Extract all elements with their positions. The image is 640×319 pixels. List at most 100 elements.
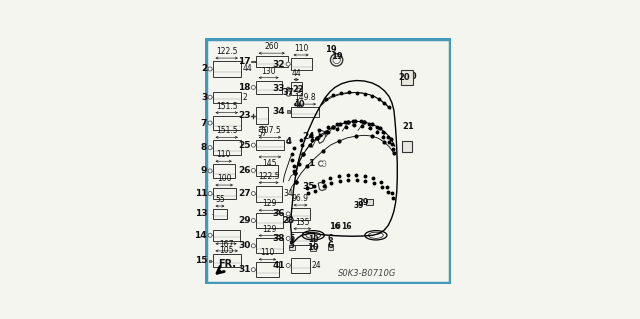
Bar: [401, 70, 413, 85]
Text: 19: 19: [324, 45, 336, 54]
Text: 21: 21: [402, 122, 413, 131]
Bar: [291, 107, 319, 117]
Circle shape: [287, 139, 291, 144]
Circle shape: [252, 245, 254, 247]
Text: 16: 16: [342, 222, 352, 231]
Text: 32: 32: [273, 60, 285, 69]
Circle shape: [324, 164, 325, 165]
Circle shape: [209, 121, 212, 125]
Text: 21: 21: [401, 142, 413, 151]
Circle shape: [298, 89, 300, 91]
Circle shape: [252, 86, 255, 89]
Text: 30: 30: [238, 241, 250, 250]
Text: 151.5: 151.5: [216, 102, 237, 111]
Text: 96.9: 96.9: [292, 194, 309, 203]
Text: 20: 20: [398, 73, 410, 82]
Bar: [256, 213, 283, 228]
Bar: [289, 245, 294, 250]
Bar: [291, 232, 314, 245]
Text: 122.5: 122.5: [258, 172, 280, 181]
Circle shape: [252, 193, 254, 194]
Text: 122.5: 122.5: [216, 47, 237, 56]
Text: 100: 100: [217, 174, 232, 183]
Circle shape: [286, 91, 291, 96]
Circle shape: [209, 68, 211, 70]
Text: 8: 8: [201, 143, 207, 152]
Text: 4: 4: [285, 137, 291, 146]
Bar: [209, 260, 211, 262]
Text: 35: 35: [302, 182, 314, 191]
Circle shape: [209, 234, 211, 236]
Bar: [291, 83, 301, 95]
Text: FR.: FR.: [218, 259, 236, 269]
Circle shape: [288, 140, 290, 142]
Text: 1: 1: [308, 159, 314, 168]
Text: 6: 6: [328, 234, 333, 243]
Text: 167: 167: [220, 240, 234, 249]
Circle shape: [252, 169, 255, 172]
Text: 10: 10: [307, 242, 319, 252]
Circle shape: [323, 161, 326, 164]
Bar: [212, 254, 241, 267]
Circle shape: [324, 162, 325, 163]
Text: 7: 7: [201, 119, 207, 128]
Circle shape: [252, 86, 254, 88]
Circle shape: [209, 146, 212, 149]
Text: 13: 13: [195, 209, 207, 219]
Circle shape: [209, 192, 212, 195]
Bar: [287, 110, 290, 114]
Bar: [212, 188, 236, 199]
Text: 9: 9: [201, 167, 207, 175]
Text: 3: 3: [201, 93, 207, 102]
Bar: [212, 140, 241, 155]
Circle shape: [287, 265, 289, 266]
Bar: [291, 208, 310, 220]
Text: 36: 36: [273, 209, 285, 219]
Text: 28: 28: [282, 216, 294, 225]
Text: 44: 44: [243, 64, 252, 73]
Text: 26: 26: [238, 166, 250, 175]
Circle shape: [209, 96, 211, 98]
Polygon shape: [287, 87, 290, 90]
Circle shape: [287, 63, 289, 65]
Bar: [256, 140, 284, 150]
Circle shape: [297, 88, 301, 92]
Text: 15: 15: [195, 256, 207, 265]
Bar: [212, 61, 241, 77]
Circle shape: [252, 269, 254, 271]
Circle shape: [287, 92, 290, 95]
Circle shape: [252, 244, 255, 248]
Text: 110: 110: [294, 44, 308, 53]
Text: 34: 34: [273, 108, 285, 116]
Circle shape: [287, 212, 290, 216]
Text: 19: 19: [331, 52, 342, 61]
Bar: [291, 58, 312, 70]
Circle shape: [209, 67, 212, 71]
Text: 105: 105: [219, 246, 234, 255]
Circle shape: [320, 162, 323, 165]
Text: 2: 2: [201, 64, 207, 73]
Circle shape: [252, 170, 254, 171]
Circle shape: [209, 147, 211, 148]
Text: 11: 11: [195, 189, 207, 198]
Circle shape: [209, 169, 212, 173]
Text: 57: 57: [257, 129, 267, 138]
Bar: [366, 199, 374, 205]
Bar: [256, 239, 283, 253]
Text: 6: 6: [328, 241, 333, 250]
Circle shape: [209, 234, 212, 237]
Text: 44: 44: [291, 69, 301, 78]
Circle shape: [209, 95, 212, 99]
Text: 20: 20: [405, 72, 417, 81]
Text: 5: 5: [289, 241, 294, 250]
Text: 10: 10: [308, 235, 319, 244]
Text: 29: 29: [237, 216, 250, 225]
Circle shape: [287, 238, 289, 239]
Circle shape: [209, 170, 211, 172]
Circle shape: [252, 220, 254, 221]
Bar: [256, 81, 282, 94]
Text: 55: 55: [215, 195, 225, 204]
Text: 18: 18: [238, 83, 250, 92]
Circle shape: [287, 237, 290, 240]
Text: 14: 14: [195, 231, 207, 240]
